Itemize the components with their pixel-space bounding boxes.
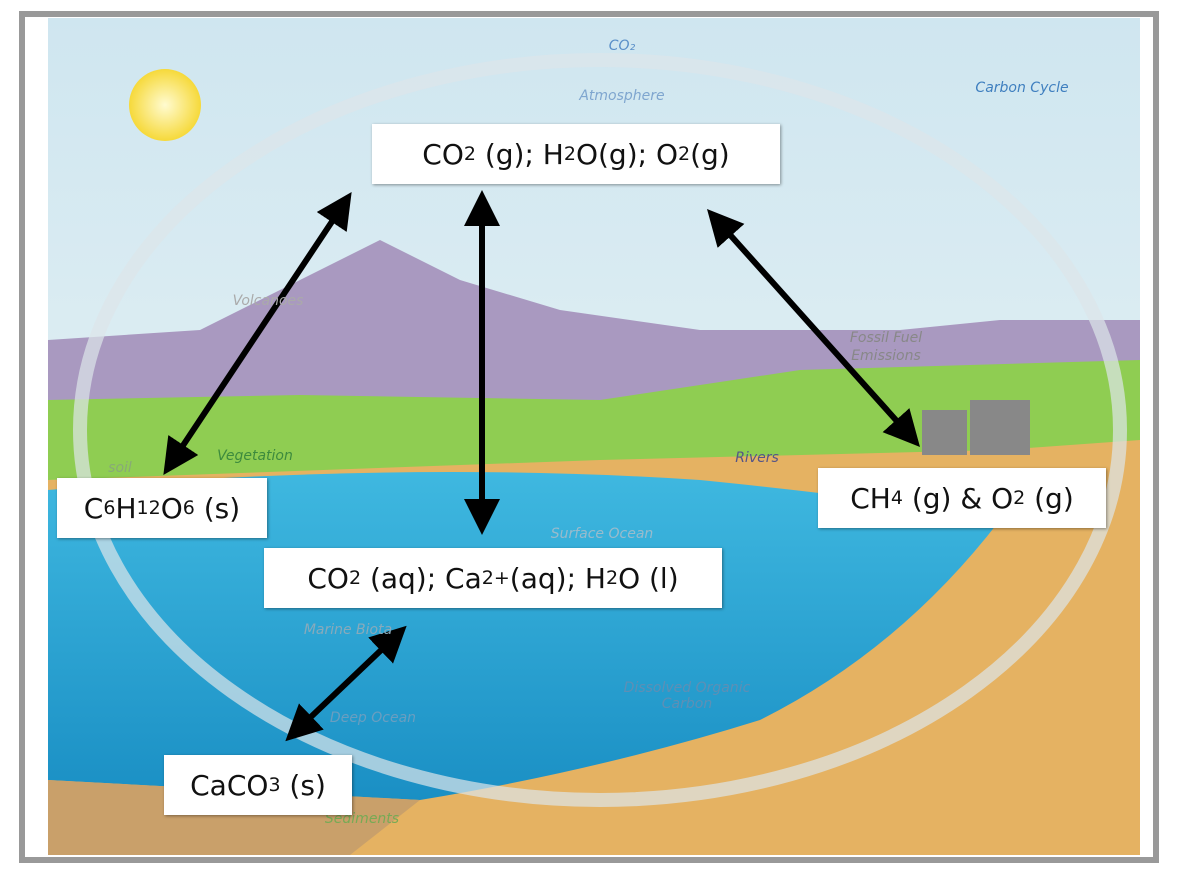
formula-part: (aq); H <box>509 561 606 595</box>
background-label: Vegetation <box>217 448 293 464</box>
frame <box>19 11 1159 863</box>
background-label: Carbon Cycle <box>975 80 1068 96</box>
formula-part: 2 <box>563 143 576 165</box>
background-label: Rivers <box>735 450 779 466</box>
arrows <box>163 190 921 742</box>
formula-part: (g) <box>1025 481 1074 515</box>
background-label: Carbon <box>662 696 712 712</box>
formula-part: O (l) <box>618 561 679 595</box>
formula-part: O(g); O <box>575 137 679 171</box>
background-label: Fossil Fuel <box>850 330 922 346</box>
formula-part: CO <box>307 561 349 595</box>
formula-part: 6 <box>182 497 195 519</box>
formula-part: 3 <box>268 774 281 796</box>
formula-part: 2+ <box>481 567 510 589</box>
formula-box: C 6 H 12 O 6 (s) <box>57 478 267 538</box>
formula-part: 2 <box>463 143 476 165</box>
formula-box: CaCO 3 (s) <box>164 755 352 815</box>
formula-part: C <box>83 491 104 525</box>
formula-part: CO <box>422 137 464 171</box>
background-label: Marine Biota <box>304 622 392 638</box>
formula-part: (g) & O <box>902 481 1014 515</box>
formula-part: (g); H <box>475 137 564 171</box>
background-label: soil <box>108 460 132 476</box>
formula-part: CaCO <box>190 768 269 802</box>
background-label: Volcanoes <box>233 293 304 309</box>
arrow <box>163 192 352 475</box>
formula-part: CH <box>850 481 891 515</box>
formula-part: 12 <box>136 497 161 519</box>
background-label: Atmosphere <box>578 88 664 104</box>
formula-box: CO 2 (g); H 2 O(g); O 2 (g) <box>372 124 780 184</box>
formula-part: 2 <box>678 143 691 165</box>
arrow <box>706 209 921 447</box>
formula-part: 4 <box>890 487 903 509</box>
formula-part: (s) <box>280 768 326 802</box>
formula-part: (s) <box>194 491 241 525</box>
formula-part: O <box>160 491 183 525</box>
background-label: Emissions <box>851 348 921 364</box>
background-labels: CO₂ Atmosphere Carbon Cycle Volcanoes soil Ve… <box>108 38 1068 827</box>
formula-part: 2 <box>605 567 619 589</box>
formula-part: 6 <box>103 497 116 519</box>
background-label: Surface Ocean <box>551 526 654 542</box>
arrow <box>285 625 407 742</box>
background-label: CO₂ <box>609 38 636 54</box>
formula-part: 2 <box>348 567 362 589</box>
formula-part: H <box>115 491 137 525</box>
formula-part: (aq); Ca <box>361 561 482 595</box>
formula-part: (g) <box>690 137 730 171</box>
cycle-ring <box>73 53 1127 807</box>
sun <box>129 69 201 141</box>
factory <box>922 400 1030 455</box>
background-label: Dissolved Organic <box>624 680 751 696</box>
background-label: Deep Ocean <box>330 710 416 726</box>
formula-part: 2 <box>1013 487 1026 509</box>
background-label: Sediments <box>325 811 399 827</box>
